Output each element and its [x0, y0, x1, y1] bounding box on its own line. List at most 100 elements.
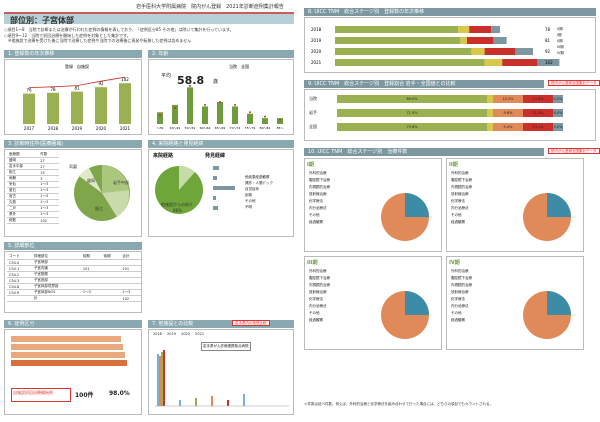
pie-label-morioka: 盛岡: [87, 178, 95, 183]
report-subtitle: 岩手医科大学附属病院 院内がん登録 2021年診断症例集計報告: [136, 4, 284, 10]
detail-cell: 子宮体部境界部: [31, 283, 81, 290]
detail-cell: [101, 265, 121, 272]
address-cell: 1〜3: [38, 205, 59, 212]
avg-age-label: 平均: [161, 73, 172, 79]
stage-legend-0: 0期: [557, 27, 563, 31]
stage-trend-total: 78: [545, 27, 551, 32]
treatment-item: 外科的治療: [451, 171, 469, 175]
age-bar: [172, 104, 178, 124]
stage-trend-y-label: 2021: [311, 60, 322, 65]
age-bar: [202, 106, 208, 124]
age-x-tick: 40〜49: [170, 126, 181, 130]
treatment-item: 内視鏡的治療: [309, 185, 330, 189]
detail-cell: [80, 271, 102, 278]
note-3: ※他施設で治療を受けた後に当院で治療した症例や当院での治療後に再発や転移した症例…: [4, 38, 192, 43]
address-cell: 27: [38, 157, 59, 164]
detail-cell: [120, 271, 141, 278]
discovery-title: 発見経緯: [205, 153, 226, 159]
trend-data-label: 78: [50, 87, 56, 92]
trend-x-tick: 2020: [96, 126, 107, 131]
detail-header-code: コード: [7, 254, 32, 260]
age-national-point: [249, 111, 251, 114]
section-4-header: 4. 来院経路と発見経緯: [148, 140, 294, 148]
stage-ratio-segment: 13.0%: [523, 95, 553, 103]
section-5-header: 5. 詳細部位: [4, 242, 142, 250]
address-cell: 岩手中部: [7, 163, 39, 170]
compare-legend-0: 2018: [153, 332, 162, 336]
treatment-pie: [381, 291, 429, 339]
age-national-point: [204, 103, 206, 106]
pie-slice-tanko: [102, 190, 130, 217]
age-bar: [277, 118, 283, 124]
age-x-tick: 75〜79: [245, 126, 256, 130]
treatment-item: 放射線治療: [309, 290, 327, 294]
treatment-box: IV期 外科的治療 腹腔鏡下治療 内視鏡的治療 放射線治療 化学療法 内分泌療法 その他 経過観…: [446, 256, 584, 350]
address-cell: 気仙: [7, 181, 39, 188]
address-cell: 27: [38, 163, 59, 170]
stage-ratio-segment: 4.0%: [553, 95, 563, 103]
stage-trend-box: 2018 78 2019 81 2020 92 2021 102 0期 I期 II期 III期…: [304, 17, 596, 73]
detail-cell: [101, 283, 121, 290]
detail-cell: [101, 271, 121, 278]
trend-bar: [119, 83, 131, 124]
trend-bar: [71, 91, 83, 124]
detail-header-total: 合計: [120, 254, 141, 260]
age-x-tick: 50〜59: [185, 126, 196, 130]
section-3-header: 3. 診断時住所(医療圏域): [4, 140, 142, 148]
stage-trend-total: 92: [545, 49, 551, 54]
stage-trend-segment: [335, 37, 461, 44]
section-6-header: 6. 症例区分: [4, 320, 142, 328]
stage-trend-segment: [458, 26, 470, 33]
address-cell: 宮古: [7, 193, 39, 200]
treatment-item: 外科的治療: [309, 269, 327, 273]
discovery-label-2: 自覚症状: [245, 187, 259, 191]
detail-cell: 子宮体部NOS: [31, 289, 81, 296]
section-2-header: 2. 年齢: [148, 50, 294, 58]
detail-cell: 101: [120, 265, 141, 272]
stage-trend-segment: [471, 48, 485, 55]
age-x-tick: 60〜64: [200, 126, 211, 130]
address-table: 医療圏 件数 盛岡 27 岩手中部 27 胆江 15 両磐 3 気仙 1〜3 釜石 1〜3 宮古 1〜3 久…: [7, 152, 59, 224]
address-box: 医療圏 件数 盛岡 27 岩手中部 27 胆江 15 両磐 3 気仙 1〜3 釜石 1〜3 宮古 1〜3 久…: [4, 149, 142, 237]
treatment-item: 腹腔鏡下治療: [309, 276, 330, 280]
age-bar: [157, 112, 163, 124]
trend-data-label: 76: [26, 88, 32, 93]
treatment-stage-title: II期: [449, 162, 458, 168]
pie-label-tanko: 胆江: [95, 206, 103, 211]
trend-x-tick: 2017: [24, 126, 35, 131]
address-row: 宮古 1〜3: [7, 193, 59, 200]
page-title-bar: 部位別：子宮体部: [4, 12, 294, 25]
stage-trend-segment: [335, 59, 485, 66]
address-cell: 久慈: [7, 199, 39, 206]
avg-age-unit: 歳: [213, 79, 219, 85]
redtag-treatment: 院内がん登録全国集計データ: [548, 148, 600, 154]
detail-cell: 1〜3: [120, 289, 141, 296]
age-bar: [262, 118, 268, 124]
address-row: 気仙 1〜3: [7, 181, 59, 188]
treatment-item: 腹腔鏡下治療: [309, 178, 330, 182]
compare-legend: 2018 2019 2020 2021: [153, 332, 208, 336]
address-cell: 県外: [7, 211, 39, 218]
detail-cell: C54.9: [7, 289, 32, 296]
age-x-tick: 65〜69: [215, 126, 226, 130]
route-title: 来院経路: [153, 153, 174, 159]
treatment-box: II期 外科的治療 腹腔鏡下治療 内視鏡的治療 放射線治療 化学療法 内分泌療法 その他 経過観…: [446, 158, 584, 252]
detail-row: C54.9 子宮体部NOS 1〜3 1〜3: [7, 289, 141, 296]
compare-box: 2018 2019 2020 2021 岩手県がん診療連携拠点病院: [148, 329, 294, 415]
stage-trend-segment: [502, 59, 538, 66]
stage-legend-3: III期: [557, 45, 564, 49]
treatment-item: その他: [451, 311, 462, 315]
age-chart: 〜39 40〜49 50〜59 60〜64 65〜69 70〜74 75〜79 80〜84 85…: [157, 63, 284, 130]
detail-cell: C54.1: [7, 265, 32, 272]
discovery-label-3: 剖検: [245, 193, 252, 197]
treatment-item: 内分泌療法: [309, 304, 327, 308]
detail-cell: C54.3: [7, 277, 32, 284]
stage-ratio-segment: 9.4%: [493, 123, 523, 131]
detail-cell: [80, 277, 102, 284]
stage-ratio-segment: [335, 123, 337, 131]
detail-cell: 101: [80, 265, 102, 272]
age-national-point: [234, 103, 236, 106]
address-cell: 1〜3: [38, 199, 59, 206]
stage-ratio-label: 当院: [309, 96, 317, 101]
detail-box: コード 詳細部位 前期 後期 合計 C54.0 子宮峡部 C54.1 子宮内膜 101 1…: [4, 251, 142, 313]
